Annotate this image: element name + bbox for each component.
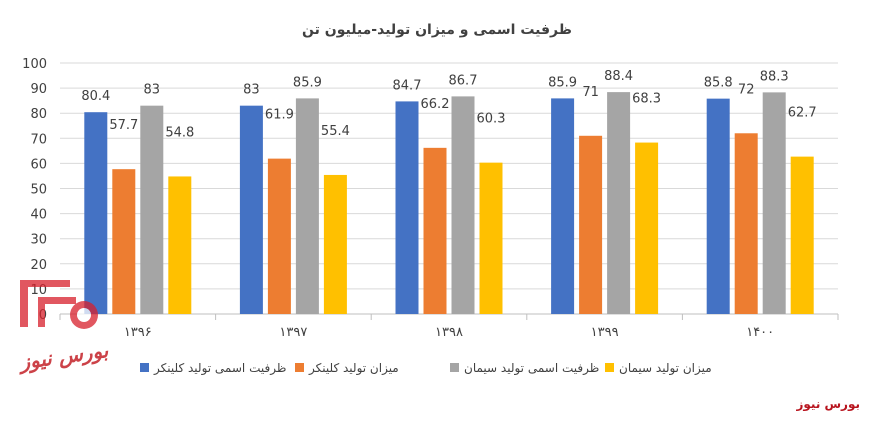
- y-tick-label: 40: [30, 208, 47, 223]
- data-label: 85.9: [293, 75, 322, 90]
- bar: [790, 156, 814, 314]
- bar: [84, 112, 108, 314]
- data-labels: 80.4 57.7 83 54.8 83 61.9 85.9 55.4 84.7 66.2 86.7…: [81, 69, 816, 140]
- data-label: 80.4: [81, 89, 110, 104]
- y-tick-label: 60: [30, 157, 47, 172]
- data-label: 57.7: [109, 118, 138, 133]
- legend-label: میزان تولید سیمان: [619, 361, 712, 376]
- x-tick-label: ۱۳۹۹: [591, 325, 619, 340]
- bar: [267, 158, 291, 314]
- legend-swatch: [295, 363, 304, 372]
- y-tick-label: 80: [30, 107, 47, 122]
- bar: [551, 98, 575, 315]
- bar: [635, 142, 659, 314]
- legend-swatch: [140, 363, 149, 372]
- data-label: 61.9: [265, 108, 294, 123]
- bar: [140, 105, 164, 314]
- x-axis: ۱۳۹۶ ۱۳۹۷ ۱۳۹۸ ۱۳۹۹ ۱۴۰۰: [59, 313, 839, 340]
- y-tick-label: 70: [30, 132, 47, 147]
- bar: [323, 174, 347, 314]
- bar: [479, 162, 503, 314]
- data-label: 72: [738, 82, 755, 97]
- bar: [579, 135, 603, 314]
- watermark-logo: بورس نیوز: [16, 280, 111, 376]
- data-label: 60.3: [477, 112, 506, 127]
- y-tick-label: 20: [30, 258, 47, 273]
- data-label: 83: [144, 83, 161, 98]
- legend-label: ظرفیت اسمی تولید کلینکر: [153, 361, 286, 376]
- data-label: 88.3: [760, 69, 789, 84]
- data-label: 54.8: [165, 125, 194, 140]
- y-tick-label: 100: [22, 57, 47, 72]
- data-label: 83: [243, 83, 260, 98]
- data-label: 62.7: [788, 106, 817, 121]
- data-label: 71: [582, 85, 599, 100]
- data-label: 84.7: [393, 78, 422, 93]
- legend: ظرفیت اسمی تولید کلینکر میزان تولید کلینک…: [140, 361, 712, 376]
- x-tick-label: ۱۳۹۸: [435, 325, 463, 340]
- watermark-text: بورس نیوز: [16, 338, 111, 376]
- data-label: 86.7: [449, 73, 478, 88]
- bars: [84, 92, 814, 315]
- bar: [762, 92, 786, 314]
- data-label: 85.8: [704, 76, 733, 91]
- data-label: 88.4: [604, 69, 633, 84]
- bar: [706, 98, 730, 314]
- x-tick-label: ۱۴۰۰: [746, 325, 774, 340]
- legend-swatch: [450, 363, 459, 372]
- bar: [395, 101, 419, 314]
- y-tick-label: 30: [30, 233, 47, 248]
- brand-label: بورس نیوز: [796, 397, 860, 411]
- bar: [239, 105, 263, 314]
- bar: [607, 92, 631, 314]
- legend-label: میزان تولید کلینکر: [308, 361, 399, 376]
- bar: [451, 96, 475, 315]
- legend-swatch: [605, 363, 614, 372]
- data-label: 55.4: [321, 124, 350, 139]
- bar: [423, 147, 447, 314]
- y-tick-label: 50: [30, 183, 47, 198]
- bar: [112, 169, 136, 314]
- data-label: 68.3: [632, 92, 661, 107]
- bar: [168, 176, 192, 314]
- data-label: 85.9: [548, 75, 577, 90]
- bar: [734, 133, 758, 314]
- data-label: 66.2: [421, 97, 450, 112]
- legend-label: ظرفیت اسمی تولید سیمان: [464, 361, 599, 376]
- chart-title: ظرفیت اسمی و میزان تولید-میلیون تن: [302, 22, 572, 38]
- y-tick-label: 90: [30, 82, 47, 97]
- x-tick-label: ۱۳۹۶: [124, 325, 152, 340]
- x-tick-label: ۱۳۹۷: [279, 325, 307, 340]
- bar: [295, 98, 319, 315]
